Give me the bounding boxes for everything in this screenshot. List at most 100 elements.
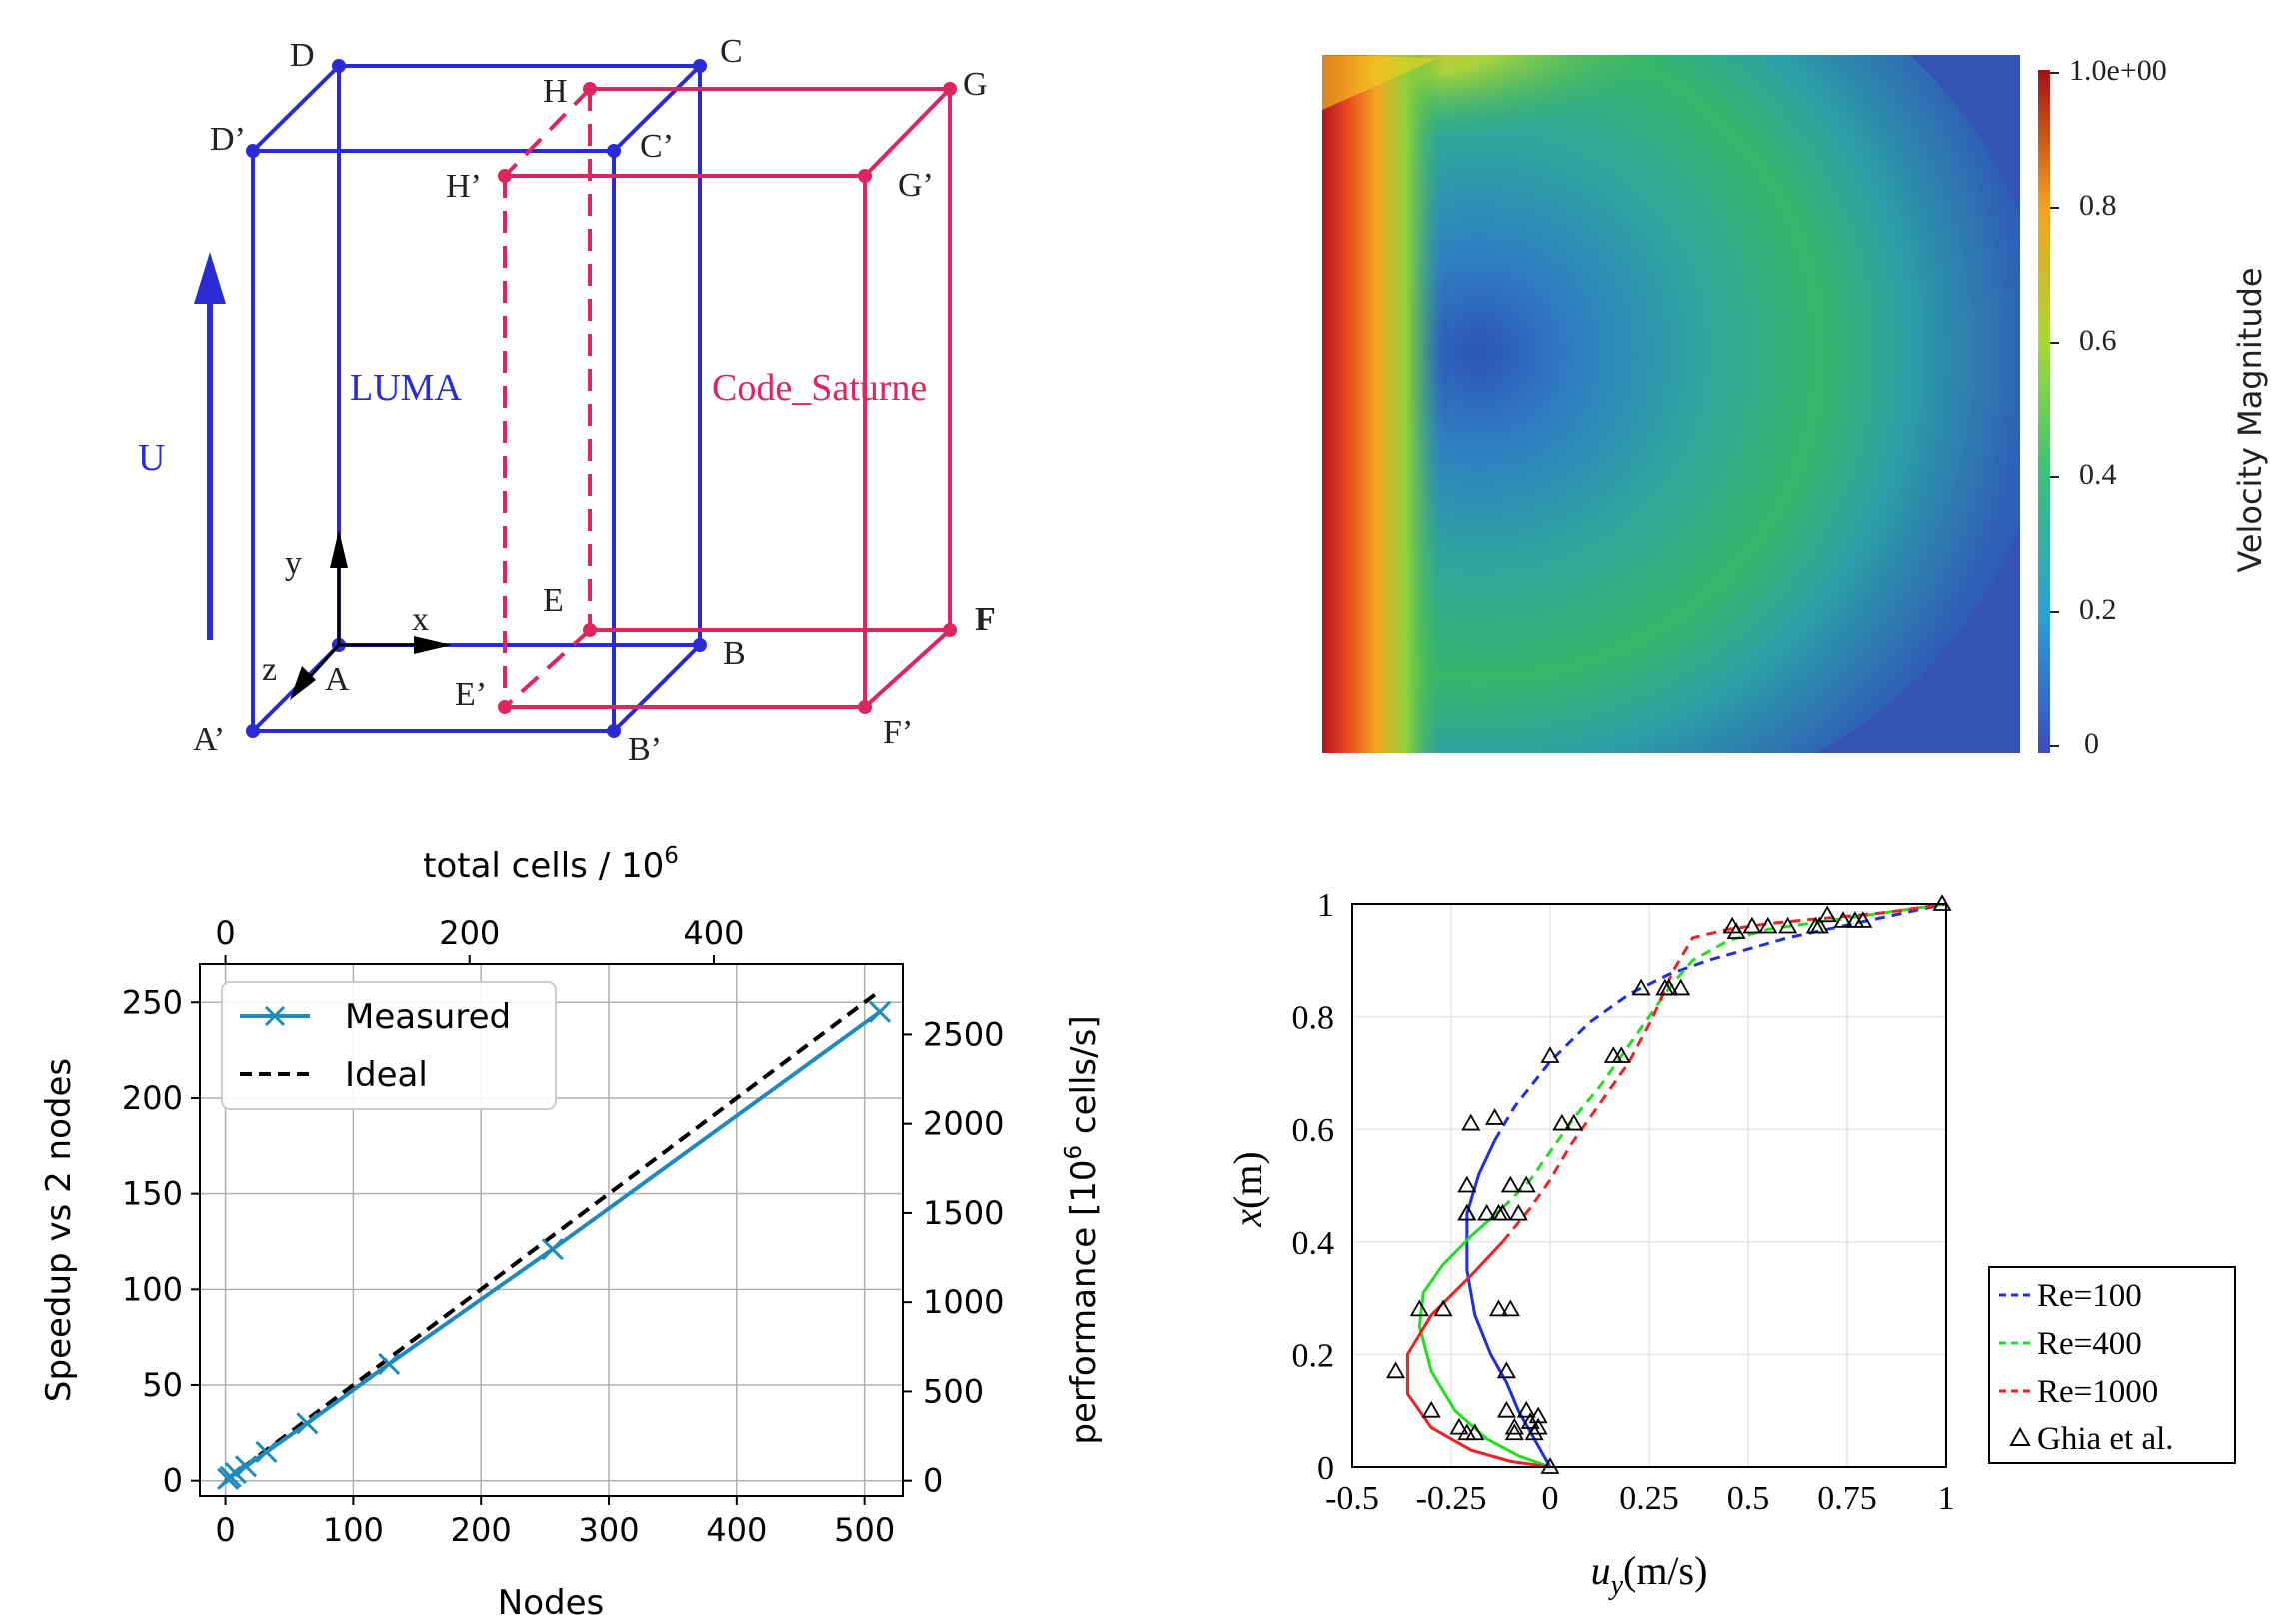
ghia-point xyxy=(1457,1175,1477,1193)
code-saturne-label: Code_Saturne xyxy=(712,367,927,409)
x-tick-label: 200 xyxy=(451,1511,512,1549)
y-tick-label: 0 xyxy=(163,1462,183,1500)
point-label-B: B xyxy=(723,635,746,672)
x-tick-label: 400 xyxy=(706,1511,767,1549)
ghia-point xyxy=(1500,1299,1520,1317)
ghia-point xyxy=(1817,905,1837,923)
point-label-E: E xyxy=(543,582,564,619)
point-label-G2: G’ xyxy=(898,167,934,204)
ghia-point xyxy=(1504,1423,1524,1441)
colorbar-title: Velocity Magnitude xyxy=(2231,267,2269,572)
x-tick-label: 300 xyxy=(578,1511,639,1549)
scaling-xlabel: Nodes xyxy=(498,1583,604,1623)
validation-ylabel: x(m) xyxy=(1225,1151,1270,1228)
validation-grid xyxy=(1351,903,1947,1468)
x-tick-label: 1 xyxy=(1938,1480,1955,1517)
y-tick-label: 250 xyxy=(122,983,183,1021)
point-label-A2: A’ xyxy=(193,721,225,758)
right-tick-label: 1000 xyxy=(923,1283,1004,1321)
y-tick-label: 0.6 xyxy=(1292,1112,1335,1149)
ghia-point xyxy=(1492,1203,1513,1221)
luma-vertices xyxy=(246,59,707,738)
point-label-A: A xyxy=(325,661,350,698)
ghia-point xyxy=(1504,1417,1524,1435)
point-label-E2: E’ xyxy=(455,676,487,713)
point-label-F2: F’ xyxy=(883,714,913,751)
point-label-D: D xyxy=(290,37,315,74)
right-tick-label: 2000 xyxy=(923,1105,1004,1143)
scaling-top-xlabel: total cells / 106 xyxy=(423,843,679,886)
ghia-point xyxy=(1500,1175,1520,1193)
ghia-point xyxy=(1457,1203,1477,1221)
x-tick-label: 0 xyxy=(215,1511,235,1549)
point-label-H2: H’ xyxy=(446,168,482,205)
colorbar-tick: 0.8 xyxy=(2079,189,2117,222)
ghia-point xyxy=(1516,1175,1536,1193)
x-tick-label: -0.25 xyxy=(1416,1480,1487,1517)
x-tick-label: -0.5 xyxy=(1325,1480,1379,1517)
re100-curve-dashed xyxy=(1493,902,1947,1142)
point-label-B2: B’ xyxy=(628,731,662,768)
x-tick-label: 0.5 xyxy=(1727,1480,1770,1517)
ghia-point xyxy=(1457,1423,1477,1441)
ghia-point xyxy=(1758,916,1778,934)
luma-label: LUMA xyxy=(350,367,462,409)
ghia-point xyxy=(1477,1203,1497,1221)
scaling-right-ylabel: performance [106 cells/s] xyxy=(1061,1015,1104,1444)
ghia-point xyxy=(1488,1299,1509,1317)
validation-xlabel: uy(m/s) xyxy=(1591,1548,1708,1601)
velocity-contour: 1.0e+00 0.8 0.6 0.4 0.2 0 Velocity Magni… xyxy=(1322,54,2269,760)
colorbar-tick: 0.2 xyxy=(2079,593,2117,626)
point-label-C2: C’ xyxy=(640,128,674,165)
point-label-G: G xyxy=(963,66,988,103)
ghia-point xyxy=(1564,1113,1584,1131)
re1000-curve-solid xyxy=(1405,1240,1551,1469)
ghia-point xyxy=(1433,1299,1453,1317)
right-tick-label: 0 xyxy=(923,1462,943,1500)
y-tick-label: 100 xyxy=(122,1270,183,1308)
ghia-point xyxy=(1496,1400,1516,1418)
y-tick-label: 50 xyxy=(142,1366,183,1404)
measured-point xyxy=(255,1440,278,1464)
legend-ideal: Ideal xyxy=(345,1055,428,1095)
ghia-point xyxy=(1722,916,1742,934)
point-label-D2: D’ xyxy=(210,121,246,158)
measured-point xyxy=(224,1461,247,1485)
validation-series xyxy=(1386,894,1952,1474)
domain-diagram: D C D’ C’ H G H’ G’ A B A’ B’ E F E’ F’ … xyxy=(138,33,996,768)
validation-chart: -0.5 -0.25 0 0.25 0.5 0.75 1 0 0.2 0.4 0.6 0.8 1 uy(… xyxy=(1225,887,2236,1601)
ghia-point xyxy=(1631,978,1651,996)
measured-point xyxy=(296,1412,319,1435)
ghia-point xyxy=(1508,1203,1528,1221)
colorbar-tick: 1.0e+00 xyxy=(2069,54,2167,87)
validation-axes-frame xyxy=(1351,903,1947,1468)
scaling-legend: Measured Ideal xyxy=(221,981,557,1110)
ghia-point xyxy=(1611,1046,1631,1063)
ghia-point xyxy=(1409,1299,1429,1317)
measured-point xyxy=(378,1352,401,1376)
ideal-line xyxy=(224,989,882,1483)
ghia-point xyxy=(1516,1400,1536,1418)
ghia-point xyxy=(1853,911,1873,928)
point-label-F: F xyxy=(975,601,996,638)
cs-vertices xyxy=(498,82,957,714)
ghia-point xyxy=(1421,1400,1441,1418)
y-tick-label: 0.4 xyxy=(1292,1225,1335,1262)
ghia-point xyxy=(1520,1412,1540,1429)
colorbar-tick: 0.6 xyxy=(2079,324,2117,357)
ghia-point xyxy=(1496,1361,1516,1379)
right-tick-label: 1500 xyxy=(923,1194,1004,1232)
ghia-point xyxy=(1528,1417,1548,1435)
re1000-curve-dashed xyxy=(1501,902,1947,1243)
legend-re100: Re=100 xyxy=(2037,1278,2142,1314)
measured-point xyxy=(541,1238,564,1261)
scaling-axes-frame xyxy=(199,963,904,1497)
point-label-H: H xyxy=(543,73,568,110)
y-tick-label: 200 xyxy=(122,1079,183,1117)
x-tick-label: 0.25 xyxy=(1619,1480,1679,1517)
x-tick-label: 500 xyxy=(834,1511,895,1549)
u-arrow xyxy=(194,252,226,640)
colorbar-tick: 0.4 xyxy=(2079,458,2117,491)
